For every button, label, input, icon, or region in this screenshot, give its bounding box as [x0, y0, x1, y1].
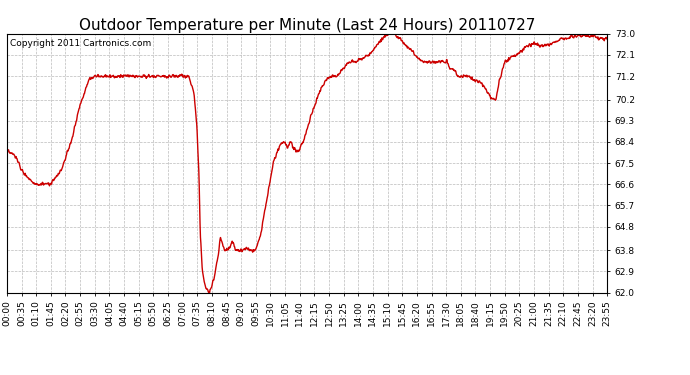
Title: Outdoor Temperature per Minute (Last 24 Hours) 20110727: Outdoor Temperature per Minute (Last 24 …	[79, 18, 535, 33]
Text: Copyright 2011 Cartronics.com: Copyright 2011 Cartronics.com	[10, 39, 151, 48]
